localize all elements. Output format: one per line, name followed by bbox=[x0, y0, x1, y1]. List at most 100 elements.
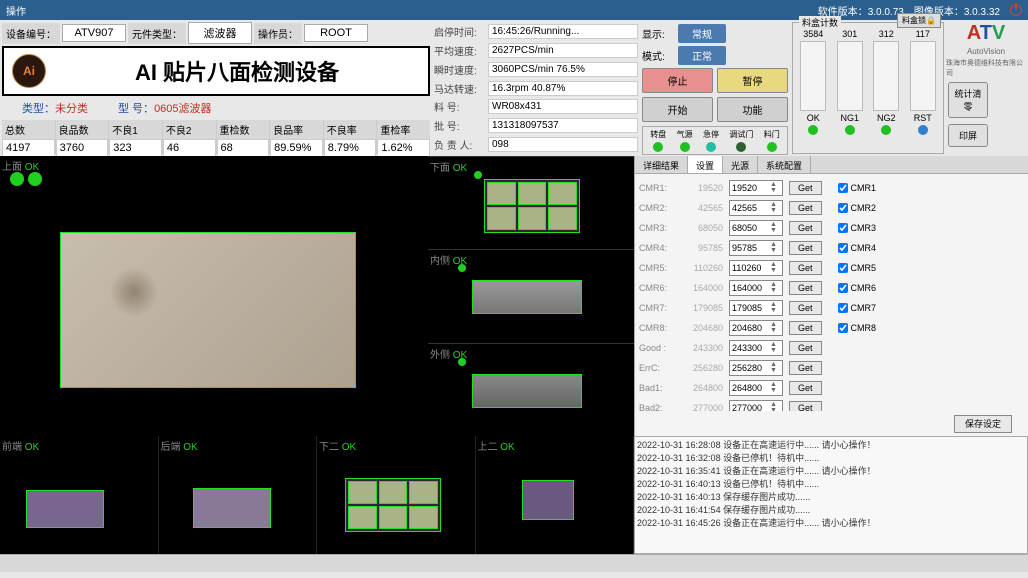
param-input[interactable] bbox=[732, 202, 770, 214]
get-button[interactable]: Get bbox=[789, 201, 822, 215]
power-icon[interactable] bbox=[1010, 4, 1022, 16]
param-spinner[interactable]: ▲▼ bbox=[729, 200, 783, 216]
param-input[interactable] bbox=[732, 242, 770, 254]
param-chk-label: CMR7 bbox=[851, 303, 877, 313]
param-spinner[interactable]: ▲▼ bbox=[729, 260, 783, 276]
param-checkbox[interactable] bbox=[838, 283, 848, 293]
param-key: CMR5: bbox=[639, 263, 673, 273]
param-spinner[interactable]: ▲▼ bbox=[729, 380, 783, 396]
param-checkbox[interactable] bbox=[838, 183, 848, 193]
display-value[interactable]: 常规 bbox=[678, 24, 726, 43]
stat-value: 68 bbox=[217, 139, 270, 157]
led-label: 气源 bbox=[677, 129, 693, 140]
count-label: RST bbox=[914, 113, 932, 123]
mode-label: 模式: bbox=[642, 48, 672, 63]
tab-0[interactable]: 详细结果 bbox=[635, 156, 688, 173]
log-line: 2022-10-31 16:40:13 设备已停机！待机中...... bbox=[637, 478, 1025, 491]
pause-button[interactable]: 暂停 bbox=[717, 68, 788, 93]
param-spinner[interactable]: ▲▼ bbox=[729, 300, 783, 316]
param-checkbox[interactable] bbox=[838, 203, 848, 213]
ai-badge-icon: Ai bbox=[12, 54, 46, 88]
param-checkbox[interactable] bbox=[838, 323, 848, 333]
get-button[interactable]: Get bbox=[789, 181, 822, 195]
param-spinner[interactable]: ▲▼ bbox=[729, 220, 783, 236]
param-input[interactable] bbox=[732, 282, 770, 294]
lock-button[interactable]: 料盒锁🔒 bbox=[897, 13, 941, 28]
camera-front: 前端 OK bbox=[0, 436, 159, 554]
param-key: CMR8: bbox=[639, 323, 673, 333]
tab-2[interactable]: 光源 bbox=[723, 156, 758, 173]
page-title: AI 贴片八面检测设备 bbox=[54, 55, 420, 87]
param-input[interactable] bbox=[732, 262, 770, 274]
get-button[interactable]: Get bbox=[789, 301, 822, 315]
count-num: 312 bbox=[879, 29, 894, 39]
camera-inner: 内侧 OK bbox=[428, 249, 634, 342]
save-settings-button[interactable]: 保存设定 bbox=[954, 415, 1012, 433]
param-spinner[interactable]: ▲▼ bbox=[729, 280, 783, 296]
count-bar bbox=[800, 41, 826, 111]
param-input[interactable] bbox=[732, 402, 770, 411]
param-input[interactable] bbox=[732, 222, 770, 234]
param-spinner[interactable]: ▲▼ bbox=[729, 180, 783, 196]
param-input[interactable] bbox=[732, 182, 770, 194]
param-checkbox[interactable] bbox=[838, 263, 848, 273]
stop-button[interactable]: 停止 bbox=[642, 68, 713, 93]
count-num: 301 bbox=[842, 29, 857, 39]
param-chk-label: CMR6 bbox=[851, 283, 877, 293]
runtime-val: 2627PCS/min bbox=[488, 43, 638, 58]
runtime-key: 批 号: bbox=[432, 118, 488, 133]
menu-operate[interactable]: 操作 bbox=[6, 3, 26, 18]
param-input[interactable] bbox=[732, 342, 770, 354]
stat-header: 不良1 bbox=[109, 120, 162, 139]
category-value: 未分类 bbox=[55, 103, 88, 115]
count-led-icon bbox=[881, 125, 891, 135]
function-button[interactable]: 功能 bbox=[717, 97, 788, 122]
get-button[interactable]: Get bbox=[789, 381, 822, 395]
param-input[interactable] bbox=[732, 362, 770, 374]
get-button[interactable]: Get bbox=[789, 401, 822, 411]
model-label: 型 号： bbox=[118, 103, 154, 115]
param-checkbox[interactable] bbox=[838, 303, 848, 313]
get-button[interactable]: Get bbox=[789, 361, 822, 375]
get-button[interactable]: Get bbox=[789, 341, 822, 355]
mode-value[interactable]: 正常 bbox=[678, 46, 726, 65]
log-line: 2022-10-31 16:28:08 设备正在高速运行中...... 请小心操… bbox=[637, 439, 1025, 452]
tab-1[interactable]: 设置 bbox=[688, 156, 723, 173]
get-button[interactable]: Get bbox=[789, 241, 822, 255]
runtime-val: 3060PCS/min 76.5% bbox=[488, 62, 638, 77]
param-spinner[interactable]: ▲▼ bbox=[729, 340, 783, 356]
param-spinner[interactable]: ▲▼ bbox=[729, 320, 783, 336]
param-readonly: 256280 bbox=[679, 363, 723, 373]
stat-header: 良品数 bbox=[56, 120, 109, 139]
camera-rear: 后端 OK bbox=[159, 436, 318, 554]
tab-3[interactable]: 系统配置 bbox=[758, 156, 811, 173]
get-button[interactable]: Get bbox=[789, 261, 822, 275]
stat-header: 不良率 bbox=[324, 120, 377, 139]
print-screen-button[interactable]: 印屏 bbox=[948, 124, 988, 147]
param-key: CMR6: bbox=[639, 283, 673, 293]
led-icon bbox=[767, 142, 777, 152]
log-line: 2022-10-31 16:40:13 保存缓存图片成功...... bbox=[637, 491, 1025, 504]
get-button[interactable]: Get bbox=[789, 321, 822, 335]
stat-value: 8.79% bbox=[324, 139, 377, 157]
param-spinner[interactable]: ▲▼ bbox=[729, 240, 783, 256]
param-input[interactable] bbox=[732, 302, 770, 314]
stat-value: 323 bbox=[109, 139, 162, 157]
param-spinner[interactable]: ▲▼ bbox=[729, 400, 783, 411]
param-checkbox[interactable] bbox=[838, 243, 848, 253]
count-led-icon bbox=[918, 125, 928, 135]
operator-label: 操作员： bbox=[254, 23, 302, 44]
log-line: 2022-10-31 16:41:54 保存缓存图片成功...... bbox=[637, 504, 1025, 517]
clear-stats-button[interactable]: 统计清零 bbox=[948, 82, 988, 118]
get-button[interactable]: Get bbox=[789, 281, 822, 295]
param-input[interactable] bbox=[732, 322, 770, 334]
get-button[interactable]: Get bbox=[789, 221, 822, 235]
count-led-icon bbox=[845, 125, 855, 135]
log-line: 2022-10-31 16:45:26 设备正在高速运行中...... 请小心操… bbox=[637, 517, 1025, 530]
device-id: ATV907 bbox=[62, 24, 126, 42]
param-spinner[interactable]: ▲▼ bbox=[729, 360, 783, 376]
param-chk-label: CMR2 bbox=[851, 203, 877, 213]
param-input[interactable] bbox=[732, 382, 770, 394]
param-checkbox[interactable] bbox=[838, 223, 848, 233]
start-button[interactable]: 开始 bbox=[642, 97, 713, 122]
